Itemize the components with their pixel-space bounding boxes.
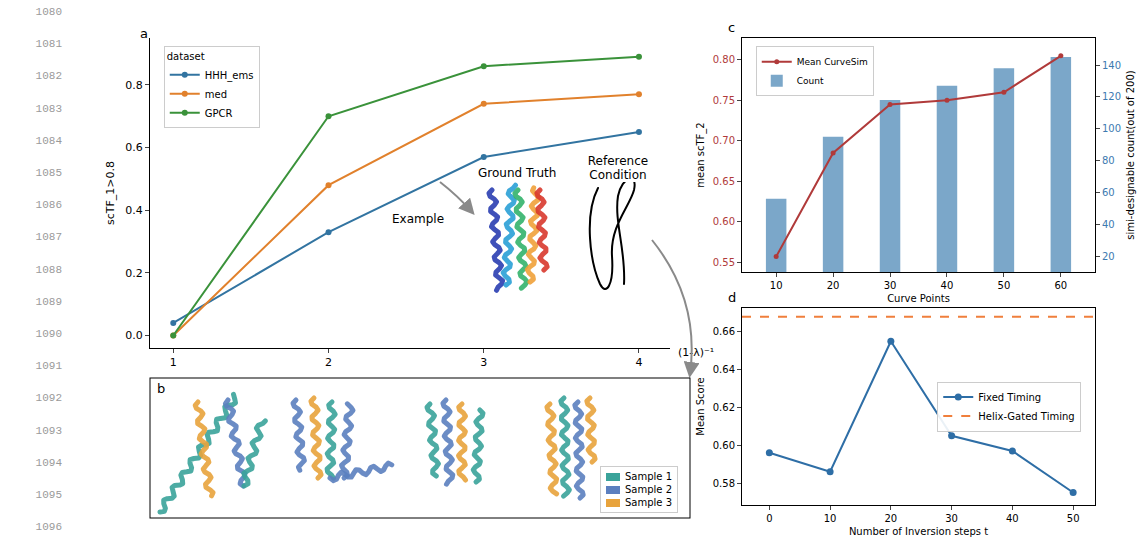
html-text:b: b xyxy=(157,381,166,396)
svg-text:10: 10 xyxy=(824,513,837,524)
html-text:c: c xyxy=(728,20,736,35)
svg-text:0.70: 0.70 xyxy=(713,135,735,146)
svg-text:50: 50 xyxy=(998,280,1011,291)
svg-text:50: 50 xyxy=(1067,513,1080,524)
html-text:Example: Example xyxy=(392,212,445,226)
svg-text:simi-designable count(out of 2: simi-designable count(out of 200) xyxy=(1125,70,1136,239)
svg-text:0: 0 xyxy=(766,513,772,524)
html-text:1085: 1085 xyxy=(35,167,62,179)
svg-text:0.55: 0.55 xyxy=(713,257,735,268)
html-text:Sample 2: Sample 2 xyxy=(625,484,672,495)
svg-text:Curve Points: Curve Points xyxy=(887,293,950,304)
html-text:1094: 1094 xyxy=(35,456,62,469)
html-text:1096: 1096 xyxy=(35,521,62,534)
svg-text:30: 30 xyxy=(945,513,958,524)
svg-text:2: 2 xyxy=(325,356,332,369)
svg-text:0.66: 0.66 xyxy=(713,326,735,337)
html-text:1083: 1083 xyxy=(35,102,62,115)
svg-text:(1-λ)⁻¹: (1-λ)⁻¹ xyxy=(678,346,714,359)
svg-text:140: 140 xyxy=(1102,60,1121,71)
svg-text:Helix-Gated Timing: Helix-Gated Timing xyxy=(978,411,1074,422)
svg-text:dataset: dataset xyxy=(167,51,205,62)
svg-text:Mean CurveSim: Mean CurveSim xyxy=(797,57,868,67)
html-text:1084: 1084 xyxy=(35,134,62,147)
html-text:Sample 3: Sample 3 xyxy=(625,497,672,508)
html-text:1095: 1095 xyxy=(35,489,62,501)
html-text:1091: 1091 xyxy=(35,360,62,373)
svg-text:0.58: 0.58 xyxy=(713,478,735,489)
svg-text:0.62: 0.62 xyxy=(713,402,735,413)
svg-text:40: 40 xyxy=(941,280,954,291)
svg-text:80: 80 xyxy=(1102,155,1115,166)
svg-text:0.65: 0.65 xyxy=(713,176,735,187)
svg-text:HHH_ems: HHH_ems xyxy=(205,70,254,82)
html-text:1093: 1093 xyxy=(35,424,62,437)
svg-text:0.6: 0.6 xyxy=(125,141,143,154)
svg-text:0.80: 0.80 xyxy=(713,54,735,65)
html-text:1086: 1086 xyxy=(35,199,62,212)
svg-text:20: 20 xyxy=(884,513,897,524)
svg-text:Count: Count xyxy=(797,76,824,86)
html-text:1089: 1089 xyxy=(35,295,62,308)
svg-text:1: 1 xyxy=(170,356,177,369)
svg-text:40: 40 xyxy=(1102,219,1115,230)
svg-text:120: 120 xyxy=(1102,91,1121,102)
svg-text:20: 20 xyxy=(827,280,840,291)
svg-text:4: 4 xyxy=(635,356,642,369)
html-text:d: d xyxy=(728,290,737,305)
svg-text:GPCR: GPCR xyxy=(205,108,233,119)
svg-text:0.4: 0.4 xyxy=(125,204,143,217)
html-text:1081: 1081 xyxy=(35,38,62,51)
html-text:1087: 1087 xyxy=(35,231,62,244)
html-text:Reference: Reference xyxy=(587,154,649,168)
svg-text:30: 30 xyxy=(884,280,897,291)
svg-text:20: 20 xyxy=(1102,251,1115,262)
svg-text:0.2: 0.2 xyxy=(125,267,143,280)
html-text:1090: 1090 xyxy=(35,328,62,340)
svg-text:med: med xyxy=(205,89,227,100)
html-text:Condition: Condition xyxy=(589,168,647,182)
svg-text:mean scTF_2: mean scTF_2 xyxy=(695,122,707,187)
svg-text:Fixed Timing: Fixed Timing xyxy=(978,392,1041,403)
svg-text:40: 40 xyxy=(1006,513,1019,524)
html-text:1082: 1082 xyxy=(35,70,62,83)
svg-text:0.60: 0.60 xyxy=(713,216,735,227)
svg-text:10: 10 xyxy=(770,280,783,291)
svg-text:60: 60 xyxy=(1054,280,1067,291)
svg-text:0.60: 0.60 xyxy=(713,440,735,451)
html-text:Ground Truth: Ground Truth xyxy=(478,166,557,180)
html-text:a: a xyxy=(140,26,148,41)
svg-text:0.64: 0.64 xyxy=(713,364,735,375)
html-text:1080: 1080 xyxy=(35,6,62,18)
svg-text:60: 60 xyxy=(1102,187,1115,198)
svg-text:100: 100 xyxy=(1102,123,1121,134)
html-text:1092: 1092 xyxy=(35,392,62,405)
svg-text:3: 3 xyxy=(480,356,487,369)
svg-text:scTF_1>0.8: scTF_1>0.8 xyxy=(104,161,117,225)
html-text:1088: 1088 xyxy=(35,263,62,276)
svg-text:0.75: 0.75 xyxy=(713,95,735,106)
svg-text:0.0: 0.0 xyxy=(125,329,143,342)
html-text:Sample 1: Sample 1 xyxy=(625,471,672,482)
svg-text:Number of Inversion steps t: Number of Inversion steps t xyxy=(849,526,988,537)
svg-text:0.8: 0.8 xyxy=(125,79,143,92)
svg-text:Mean Score: Mean Score xyxy=(695,377,706,435)
